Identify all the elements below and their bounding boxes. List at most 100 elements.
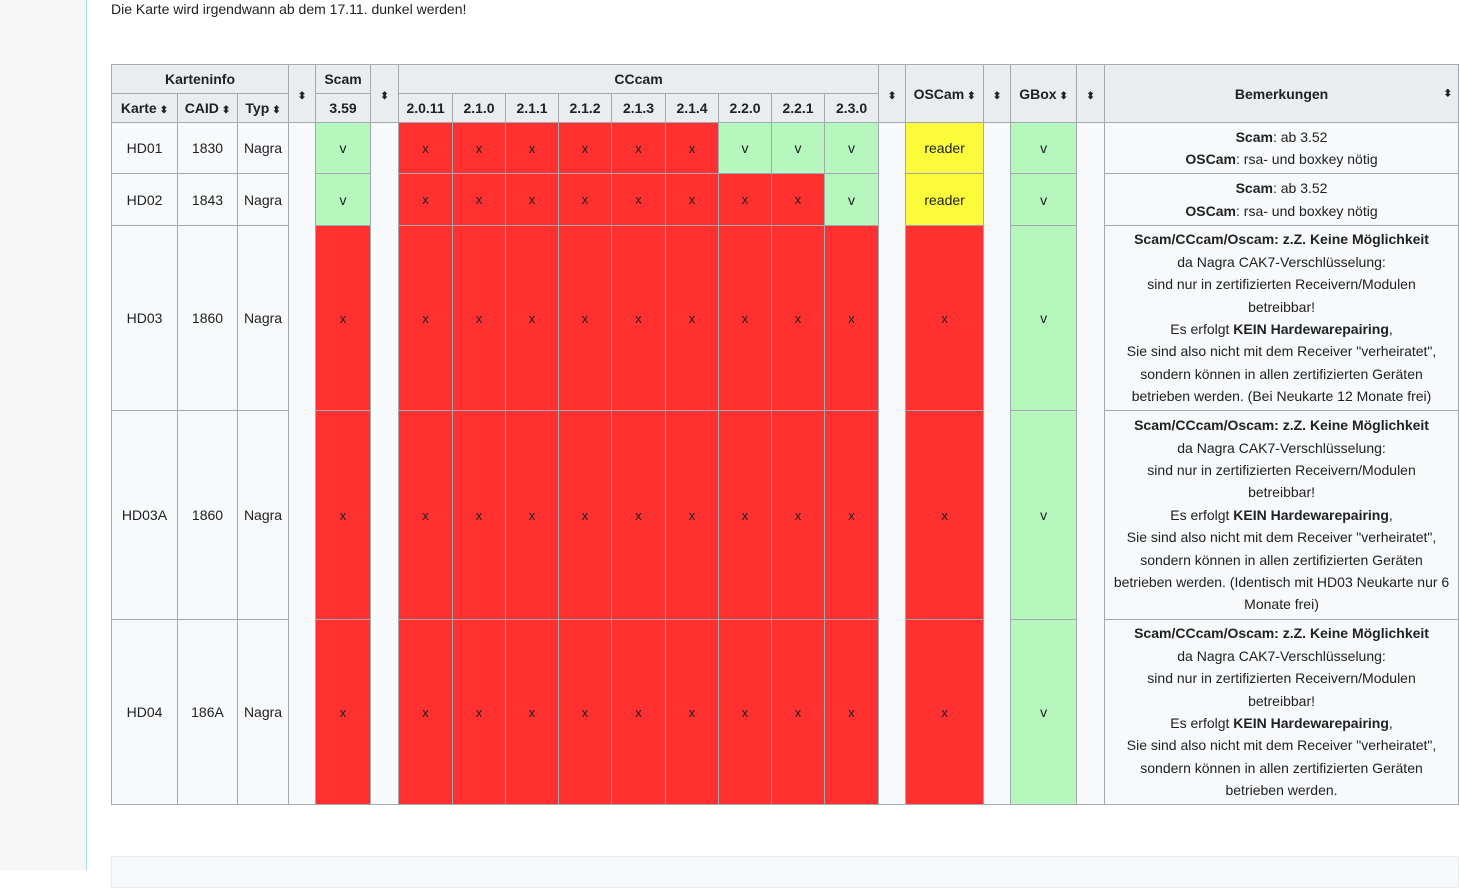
- remark-text: ,: [1388, 715, 1393, 731]
- scam-version-header: 3.59: [315, 93, 372, 123]
- remark-line: betrieben werden. (Bei Neukarte 12 Monat…: [1131, 388, 1432, 405]
- card-compatibility-table: Karteninfo ⬍ Scam ⬍ CCcam ⬍ OSCam ⬍ ⬍ GBo…: [110, 64, 1459, 805]
- caid-cell: 1830: [177, 122, 238, 174]
- bemerkungen-column-header[interactable]: Bemerkungen ⬍: [1104, 64, 1459, 123]
- cccam-cell: x: [558, 173, 613, 226]
- oscam-cell: x: [905, 619, 985, 805]
- gbox-cell: v: [1010, 225, 1078, 411]
- cccam-cell: v: [718, 122, 773, 174]
- cccam-cell: x: [558, 410, 613, 620]
- scam-cell: x: [315, 410, 372, 620]
- cccam-cell: x: [611, 225, 667, 411]
- remark-text: Es erfolgt: [1170, 321, 1234, 337]
- cccam-cell: x: [398, 122, 454, 174]
- cccam-cell: v: [824, 122, 880, 174]
- remark-text: : rsa- und boxkey nötig: [1236, 202, 1378, 219]
- caid-cell: 186A: [177, 619, 238, 805]
- cccam-cell: x: [452, 410, 507, 620]
- cccam-cell: x: [558, 619, 613, 805]
- scam-cell: v: [315, 173, 372, 226]
- remarks-cell: Scam/CCcam/Oscam: z.Z. Keine Möglichkeit…: [1104, 225, 1459, 411]
- remark-line: betrieben werden.: [1225, 782, 1338, 799]
- gbox-column-header[interactable]: GBox ⬍: [1010, 64, 1078, 123]
- cccam-version-header: 2.1.0: [452, 93, 507, 123]
- spacer-cell: [878, 122, 907, 805]
- cccam-cell: x: [611, 619, 667, 805]
- remark-text: : ab 3.52: [1272, 128, 1328, 145]
- cccam-cell: x: [398, 173, 454, 226]
- caid-column-header[interactable]: CAID ⬍: [177, 93, 238, 123]
- sort-arrows-icon: ⬍: [992, 90, 1002, 102]
- gbox-header-label: GBox: [1019, 85, 1057, 102]
- cccam-cell: x: [824, 410, 880, 620]
- remark-line: Sie sind also nicht mit dem Receiver "ve…: [1126, 737, 1437, 754]
- remark-bold: OSCam: [1185, 151, 1236, 167]
- sort-arrows-icon: ⬍: [1443, 88, 1452, 99]
- table-row: HD02 1843 Nagra v x x x x x x x x v read…: [111, 173, 1459, 226]
- cccam-cell: x: [611, 410, 667, 620]
- sort-arrows-icon: ⬍: [1086, 90, 1095, 102]
- remark-bold: KEIN Hardewarepairing: [1233, 715, 1389, 731]
- sort-button[interactable]: ⬍: [1076, 64, 1106, 123]
- cccam-cell: x: [611, 122, 667, 174]
- left-sidebar-panel: [0, 0, 87, 870]
- sort-arrows-icon: ⬍: [887, 90, 897, 102]
- oscam-header-label: OSCam: [913, 85, 965, 102]
- cccam-version-header: 2.1.4: [665, 93, 720, 123]
- scam-cell: x: [315, 619, 372, 805]
- remark-heading: Scam/CCcam/Oscam: z.Z. Keine Möglichkeit: [1134, 625, 1429, 642]
- sort-button[interactable]: ⬍: [983, 64, 1012, 123]
- remark-line: betrieben werden. (Identisch mit HD03 Ne…: [1113, 574, 1450, 591]
- cccam-cell: x: [665, 225, 720, 411]
- sort-button[interactable]: ⬍: [370, 64, 400, 123]
- remarks-cell: Scam: ab 3.52 OSCam: rsa- und boxkey nöt…: [1104, 173, 1459, 226]
- remark-line: sind nur in zertifizierten Receivern/Mod…: [1147, 276, 1416, 293]
- cccam-cell: x: [771, 410, 826, 620]
- oscam-column-header[interactable]: OSCam ⬍: [905, 64, 985, 123]
- remarks-cell: Scam/CCcam/Oscam: z.Z. Keine Möglichkeit…: [1104, 410, 1459, 620]
- remark-line: da Nagra CAK7-Verschlüsselung:: [1177, 253, 1386, 270]
- spacer-cell: [370, 122, 400, 805]
- table-row: HD01 1830 Nagra v x x x x x x v v v read…: [111, 122, 1459, 805]
- remark-line: betreibbar!: [1248, 692, 1315, 709]
- typ-cell: Nagra: [236, 619, 290, 805]
- cccam-cell: x: [452, 619, 507, 805]
- typ-cell: Nagra: [236, 122, 290, 174]
- karte-cell: HD03: [111, 225, 178, 411]
- remark-line: sind nur in zertifizierten Receivern/Mod…: [1147, 670, 1416, 687]
- sort-button[interactable]: ⬍: [878, 64, 907, 123]
- remark-line: sondern können in allen zertifizierten G…: [1140, 759, 1423, 776]
- remark-line: da Nagra CAK7-Verschlüsselung:: [1177, 647, 1386, 664]
- typ-column-header[interactable]: Typ ⬍: [236, 93, 290, 123]
- remark-text: Es erfolgt: [1170, 715, 1234, 731]
- remark-line: betreibbar!: [1248, 298, 1315, 315]
- cccam-cell: x: [452, 225, 507, 411]
- caid-cell: 1860: [177, 410, 238, 620]
- remarks-cell: Scam: ab 3.52 OSCam: rsa- und boxkey nöt…: [1104, 122, 1459, 174]
- cccam-cell: x: [824, 619, 880, 805]
- cccam-version-header: 2.2.1: [771, 93, 826, 123]
- sort-arrows-icon: ⬍: [159, 105, 169, 116]
- remark-bold: Scam: [1235, 180, 1273, 197]
- karte-cell: HD04: [111, 619, 178, 805]
- oscam-cell: x: [905, 410, 985, 620]
- karte-column-header[interactable]: Karte ⬍: [111, 93, 178, 123]
- karte-cell: HD01: [111, 122, 178, 174]
- sort-button[interactable]: ⬍: [288, 64, 317, 123]
- sort-arrows-icon: ⬍: [1059, 90, 1068, 102]
- remarks-cell: Scam/CCcam/Oscam: z.Z. Keine Möglichkeit…: [1104, 619, 1459, 805]
- cccam-cell: x: [665, 410, 720, 620]
- karte-cell: HD03A: [111, 410, 178, 620]
- cccam-cell: v: [771, 122, 826, 174]
- cccam-group-header: CCcam: [398, 64, 880, 94]
- cccam-cell: x: [398, 619, 454, 805]
- remark-line: Monate frei): [1244, 596, 1319, 613]
- cccam-cell: x: [718, 173, 773, 226]
- sort-arrows-icon: ⬍: [380, 90, 389, 102]
- cccam-cell: x: [771, 619, 826, 805]
- cccam-cell: x: [398, 410, 454, 620]
- cccam-cell: x: [718, 410, 773, 620]
- remark-bold: OSCam: [1185, 202, 1236, 219]
- remark-text: Es erfolgt: [1170, 506, 1234, 523]
- remark-bold: KEIN Hardewarepairing: [1233, 506, 1389, 523]
